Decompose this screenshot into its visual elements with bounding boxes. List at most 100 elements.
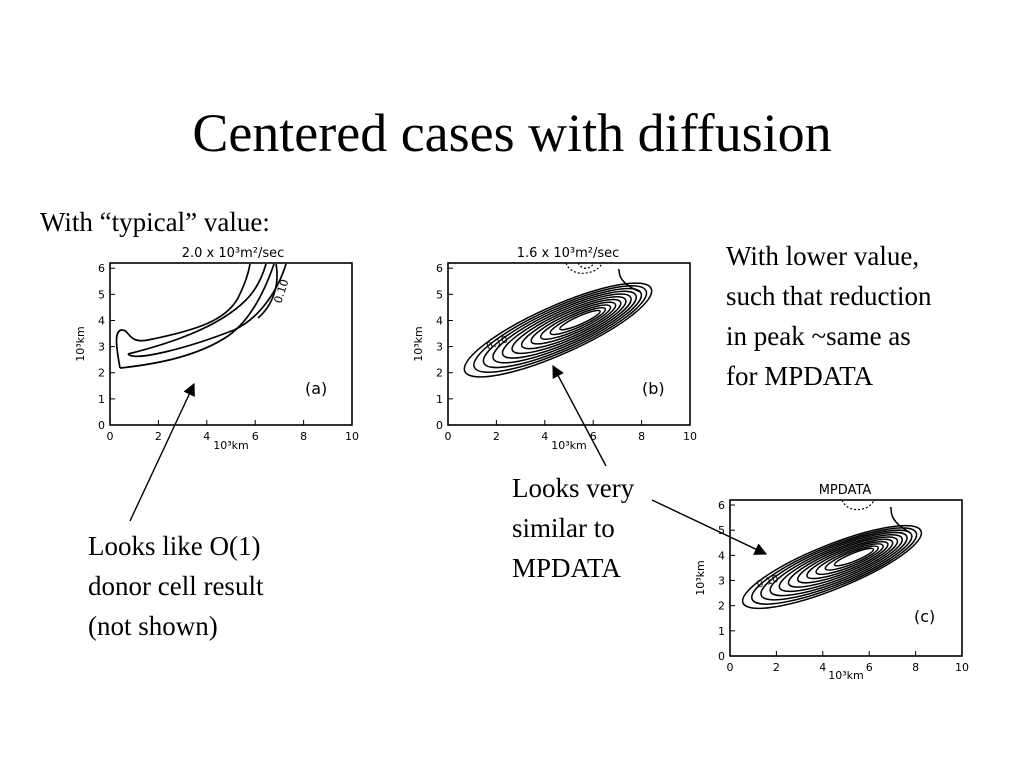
similar-note: Looks very similar to MPDATA xyxy=(512,473,635,583)
panel-c-y-tick-label: 2 xyxy=(718,600,725,613)
panel-c-contour-line xyxy=(760,529,913,601)
panel-b-contour-label: 0.10 xyxy=(485,334,510,353)
panel-b-contour-line xyxy=(501,293,632,359)
panel-b-x-tick-label: 0 xyxy=(445,430,452,443)
contour-panel-b: 1.6 x 10³m²/sec 0.10 (b) 0 2 4 6 8 10 0 1 2 3 4 5 6… xyxy=(412,246,697,452)
donor-cell-note: Looks like O(1) donor cell result (not s… xyxy=(88,531,264,641)
typical-value-label: With “typical” value: xyxy=(40,207,270,237)
panel-a-y-tick-label: 1 xyxy=(98,393,105,406)
panel-c-contour-line xyxy=(833,547,875,567)
panel-a-xlabel: 10³km xyxy=(213,439,249,452)
panel-b-contour-line xyxy=(520,298,622,350)
panel-b-contour-tail xyxy=(617,269,640,293)
panel-c-contour-label: 0.10 xyxy=(756,574,781,591)
panel-a-contour-outer xyxy=(119,263,275,369)
panel-b-contour-line xyxy=(482,287,643,369)
panel-b-y-tick-label: 5 xyxy=(436,288,443,301)
panel-b-contour-line xyxy=(559,309,601,331)
panel-b-y-tick-label: 2 xyxy=(436,367,443,380)
panel-c-contour-tail xyxy=(889,507,910,533)
panel-a-contour-label: 0.10 xyxy=(271,278,291,305)
panel-c-contour-line xyxy=(751,527,918,605)
panel-a-contour-inner xyxy=(257,263,278,319)
panel-a-contour-mid xyxy=(127,263,287,358)
panel-c-contour-line xyxy=(796,538,894,584)
panel-b-x-tick-label: 4 xyxy=(541,430,548,443)
slide-title: Centered cases with diffusion xyxy=(192,103,832,163)
panel-b-y-tick-label: 3 xyxy=(436,341,443,354)
panel-c-y-tick-label: 3 xyxy=(718,575,725,588)
panel-a-y-tick-label: 6 xyxy=(98,262,105,275)
panel-c-contours xyxy=(741,507,923,610)
panel-a-x-tick-label: 0 xyxy=(107,430,114,443)
panel-b-x-tick-label: 2 xyxy=(493,430,500,443)
panel-b-xlabel: 10³km xyxy=(551,439,587,452)
panel-a-y-tick-label: 0 xyxy=(98,419,105,432)
panel-a-contour-mid xyxy=(127,263,267,355)
panel-b-x-tick-label: 6 xyxy=(590,430,597,443)
panel-b-contours xyxy=(463,269,653,378)
panel-c-y-tick-label: 6 xyxy=(718,499,725,512)
panel-a-x-tick-label: 6 xyxy=(252,430,259,443)
panel-b-label: (b) xyxy=(642,379,665,398)
panel-b-x-tick-label: 10 xyxy=(683,430,697,443)
panel-a-x-tick-label: 10 xyxy=(345,430,359,443)
panel-b-y-tick-label: 6 xyxy=(436,262,443,275)
panel-c-frame xyxy=(729,499,963,657)
panel-c-y-ticks: 0 1 2 3 4 5 6 xyxy=(718,499,735,663)
panel-c-contour-line xyxy=(778,534,903,593)
panel-b-ylabel: 10³km xyxy=(412,326,425,362)
panel-b-contour-line xyxy=(463,282,653,378)
panel-c-x-tick-label: 0 xyxy=(727,661,734,674)
panel-c-x-tick-label: 6 xyxy=(866,661,873,674)
panel-c-label: (c) xyxy=(914,607,935,626)
panel-a-y-tick-label: 5 xyxy=(98,288,105,301)
panel-b-contour-line xyxy=(511,296,627,355)
panel-a-y-ticks: 0 1 2 3 4 5 6 xyxy=(98,262,115,432)
panel-a-x-tick-label: 4 xyxy=(203,430,210,443)
panel-a-contour-outer xyxy=(115,263,251,369)
panel-a-label: (a) xyxy=(305,379,327,398)
panel-b-contour-line xyxy=(539,304,612,340)
panel-c-contour-line xyxy=(824,545,880,571)
panel-a-x-tick-label: 2 xyxy=(155,430,162,443)
panel-a-title: 2.0 x 10³m²/sec xyxy=(182,246,285,261)
panel-c-xlabel: 10³km xyxy=(828,669,864,682)
panel-c-x-ticks: 0 2 4 6 8 10 xyxy=(727,651,969,674)
panel-c-contour-line xyxy=(815,543,884,576)
panel-a-y-tick-label: 3 xyxy=(98,341,105,354)
contour-panel-a: 2.0 x 10³m²/sec 0.10 (a) 0 2 4 6 8 10 0 1 2 3 4 5 6… xyxy=(74,246,359,452)
panel-b-contour-line xyxy=(549,306,607,336)
panel-b-title: 1.6 x 10³m²/sec xyxy=(517,246,620,261)
panel-b-y-tick-label: 0 xyxy=(436,419,443,432)
contour-panel-c: MPDATA 0.10 (c) 0 2 4 6 8 10 0 1 2 3 4 5 6 10³km 10… xyxy=(694,483,969,682)
panel-c-y-tick-label: 0 xyxy=(718,650,725,663)
panel-a-y-tick-label: 2 xyxy=(98,367,105,380)
panel-b-x-tick-label: 8 xyxy=(638,430,645,443)
panel-c-y-tick-label: 1 xyxy=(718,625,725,638)
panel-c-x-tick-label: 4 xyxy=(819,661,826,674)
panel-c-y-tick-label: 5 xyxy=(718,524,725,537)
panel-b-y-tick-label: 4 xyxy=(436,314,443,327)
panel-c-contour-line xyxy=(806,540,889,580)
panel-b-x-ticks: 0 2 4 6 8 10 xyxy=(445,420,697,443)
panel-c-x-tick-label: 10 xyxy=(955,661,969,674)
panel-b-contour-line xyxy=(530,301,617,345)
lower-value-label: With lower value, such that reduction in… xyxy=(726,241,932,391)
panel-a-x-tick-label: 8 xyxy=(300,430,307,443)
panel-c-contour-line xyxy=(787,536,899,588)
panel-b-y-ticks: 0 1 2 3 4 5 6 xyxy=(436,262,453,432)
panel-a-ylabel: 10³km xyxy=(74,326,87,362)
panel-c-x-tick-label: 2 xyxy=(773,661,780,674)
panel-c-y-tick-label: 4 xyxy=(718,549,725,562)
panel-c-contour-line xyxy=(769,531,908,597)
panel-b-contour-line xyxy=(473,285,648,373)
panel-b-contour-line xyxy=(492,290,637,364)
panel-a-contours xyxy=(115,263,287,369)
panel-a-frame xyxy=(109,262,353,426)
panel-c-contour-line xyxy=(741,524,923,610)
panel-c-x-tick-label: 8 xyxy=(912,661,919,674)
panel-b-dotted-contour xyxy=(565,262,603,274)
panel-c-ylabel: 10³km xyxy=(694,560,707,596)
panel-c-title: MPDATA xyxy=(819,483,872,498)
